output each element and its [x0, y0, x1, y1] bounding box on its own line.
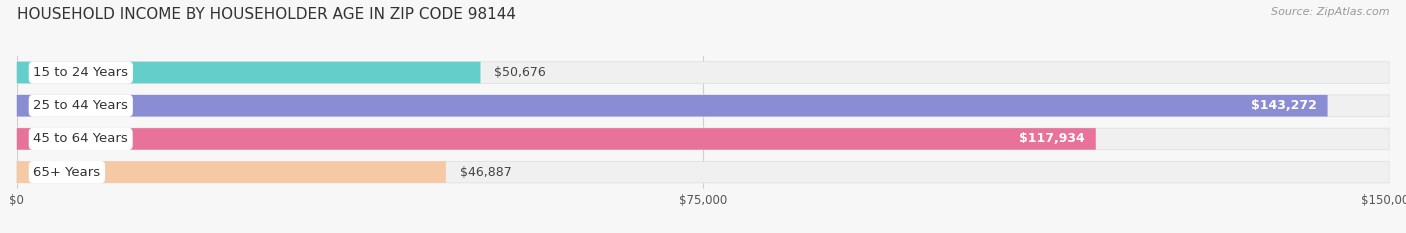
Text: $117,934: $117,934: [1019, 132, 1085, 145]
Text: 25 to 44 Years: 25 to 44 Years: [34, 99, 128, 112]
FancyBboxPatch shape: [17, 62, 481, 83]
Text: 65+ Years: 65+ Years: [34, 166, 100, 179]
FancyBboxPatch shape: [17, 95, 1327, 116]
FancyBboxPatch shape: [17, 161, 446, 183]
FancyBboxPatch shape: [17, 161, 1389, 183]
FancyBboxPatch shape: [17, 62, 1389, 83]
Text: $143,272: $143,272: [1251, 99, 1316, 112]
Text: $46,887: $46,887: [460, 166, 512, 179]
Text: HOUSEHOLD INCOME BY HOUSEHOLDER AGE IN ZIP CODE 98144: HOUSEHOLD INCOME BY HOUSEHOLDER AGE IN Z…: [17, 7, 516, 22]
Text: $50,676: $50,676: [494, 66, 546, 79]
FancyBboxPatch shape: [17, 95, 1389, 116]
Text: 45 to 64 Years: 45 to 64 Years: [34, 132, 128, 145]
FancyBboxPatch shape: [17, 128, 1095, 150]
Text: 15 to 24 Years: 15 to 24 Years: [34, 66, 128, 79]
FancyBboxPatch shape: [17, 128, 1389, 150]
Text: Source: ZipAtlas.com: Source: ZipAtlas.com: [1271, 7, 1389, 17]
